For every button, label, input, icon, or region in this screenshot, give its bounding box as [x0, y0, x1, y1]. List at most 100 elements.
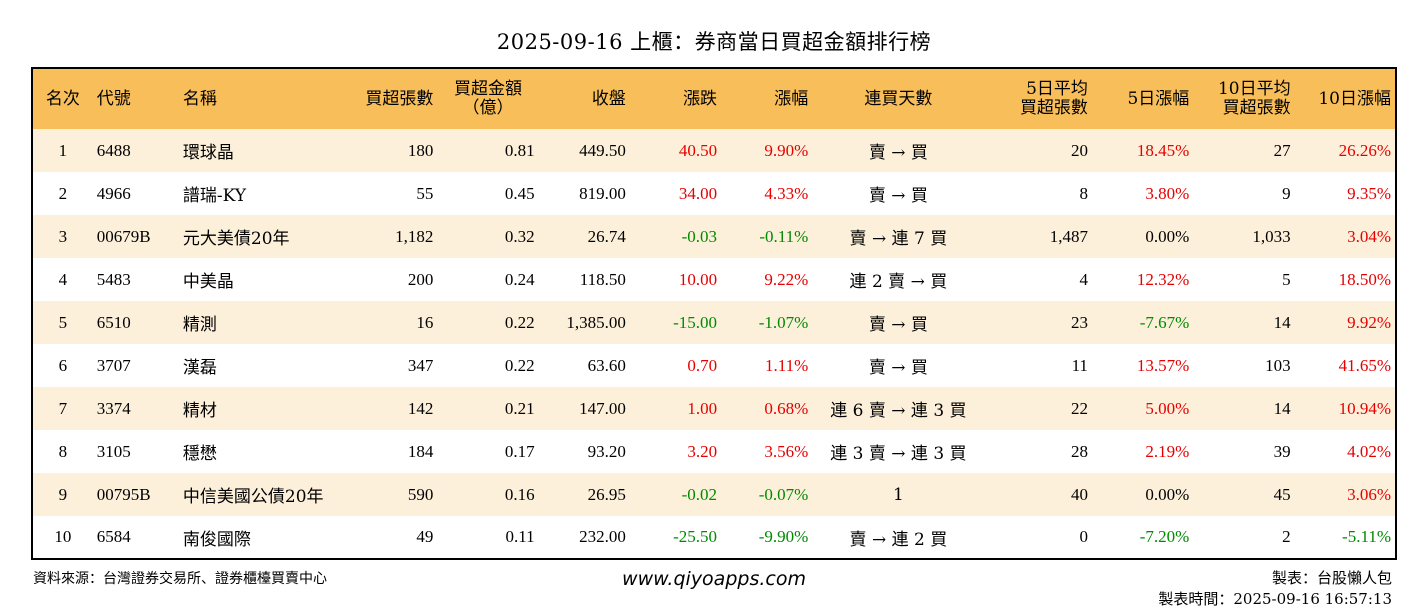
cell-close: 26.95 — [587, 484, 626, 504]
cell-pct10: 9.35% — [1347, 183, 1391, 203]
cell-buy-lots: 590 — [407, 484, 434, 504]
cell-change: -25.50 — [673, 527, 718, 546]
cell-amount: 0.22 — [504, 355, 535, 375]
table-body: 1 6488 環球晶 180 0.81 449.50 40.50 9.90% 賣 → 買 20 18… — [32, 129, 1396, 559]
header-buy-lots: 買超張數 — [365, 88, 434, 109]
cell-name: 環球晶 — [182, 143, 234, 163]
table-row: 7 3374 精材 142 0.21 147.00 1.00 0.68% 連 6 賣 → 連 3… — [32, 387, 1396, 430]
cell-streak: 賣 → 連 2 買 — [849, 529, 948, 550]
cell-pct10: 4.02% — [1347, 441, 1391, 461]
cell-buy-lots: 55 — [416, 183, 434, 203]
cell-name: 南俊國際 — [182, 529, 251, 550]
cell-avg10: 2 — [1282, 527, 1291, 546]
cell-pct: 3.56% — [764, 441, 809, 461]
cell-name: 穩懋 — [182, 444, 217, 464]
cell-avg10: 39 — [1273, 441, 1291, 461]
cell-amount: 0.11 — [505, 527, 535, 546]
cell-pct5: 13.57% — [1136, 355, 1190, 375]
cell-avg5: 28 — [1070, 441, 1088, 461]
header-avg10-line2: 買超張數 — [1222, 98, 1291, 118]
cell-avg10: 14 — [1273, 398, 1291, 418]
cell-pct: 4.33% — [764, 183, 809, 203]
cell-pct5: 0.00% — [1145, 226, 1190, 246]
data-source: 資料來源：台灣證券交易所、證券櫃檯買賣中心 — [33, 571, 327, 587]
cell-rank: 6 — [58, 355, 68, 375]
header-close: 收盤 — [591, 88, 626, 109]
cell-code: 6584 — [96, 527, 131, 546]
header-avg5-line1: 5日平均 — [1026, 79, 1088, 99]
cell-close: 118.50 — [579, 269, 626, 289]
cell-buy-lots: 142 — [407, 398, 434, 418]
table-row: 4 5483 中美晶 200 0.24 118.50 10.00 9.22% 連 2 賣 → 買… — [32, 258, 1396, 301]
cell-avg5: 23 — [1070, 312, 1088, 332]
cell-avg10: 9 — [1282, 183, 1291, 203]
cell-pct: 9.90% — [764, 140, 809, 160]
header-rank: 名次 — [45, 88, 80, 109]
cell-avg10: 45 — [1273, 484, 1291, 504]
cell-pct: -0.11% — [759, 226, 809, 246]
cell-pct10: 18.50% — [1338, 269, 1391, 289]
cell-avg5: 1,487 — [1049, 226, 1088, 246]
cell-rank: 3 — [58, 226, 68, 246]
cell-pct5: 3.80% — [1145, 183, 1190, 203]
cell-amount: 0.32 — [504, 226, 535, 246]
cell-close: 232.00 — [579, 527, 626, 546]
cell-avg5: 20 — [1070, 140, 1088, 160]
website-link[interactable]: www.qiyoapps.com — [622, 568, 806, 590]
cell-change: 34.00 — [678, 183, 718, 203]
cell-rank: 1 — [58, 140, 68, 160]
cell-avg5: 4 — [1079, 269, 1088, 289]
header-code: 代號 — [96, 88, 131, 109]
cell-code: 6488 — [96, 140, 131, 160]
cell-code: 6510 — [96, 312, 131, 332]
cell-avg10: 1,033 — [1252, 226, 1291, 246]
cell-avg10: 103 — [1265, 355, 1291, 375]
cell-rank: 9 — [58, 484, 68, 504]
header-avg10-line1: 10日平均 — [1217, 79, 1291, 99]
cell-streak: 賣 → 買 — [868, 358, 928, 378]
cell-amount: 0.16 — [504, 484, 535, 504]
cell-change: 3.20 — [687, 441, 718, 461]
cell-code: 5483 — [96, 269, 131, 289]
cell-buy-lots: 1,182 — [395, 226, 434, 246]
cell-buy-lots: 200 — [407, 269, 434, 289]
table-row: 8 3105 穩懋 184 0.17 93.20 3.20 3.56% 連 3 賣 → 連 3 … — [32, 430, 1396, 473]
cell-streak: 連 2 賣 → 買 — [849, 272, 948, 292]
cell-pct10: 26.26% — [1338, 140, 1391, 160]
cell-avg10: 14 — [1273, 312, 1291, 332]
cell-avg5: 22 — [1070, 398, 1088, 418]
cell-name: 精材 — [182, 401, 217, 421]
cell-close: 147.00 — [579, 398, 626, 418]
cell-close: 63.60 — [587, 355, 626, 375]
cell-change: 10.00 — [678, 269, 718, 289]
cell-close: 1,385.00 — [566, 312, 626, 332]
header-change: 漲跌 — [683, 88, 718, 109]
cell-buy-lots: 16 — [416, 312, 434, 332]
cell-streak: 賣 → 買 — [868, 186, 928, 206]
cell-pct10: 41.65% — [1338, 355, 1391, 375]
cell-rank: 4 — [58, 269, 68, 289]
cell-rank: 10 — [54, 527, 72, 546]
cell-buy-lots: 347 — [407, 355, 434, 375]
cell-buy-lots: 180 — [407, 140, 434, 160]
table-row: 2 4966 譜瑞-KY 55 0.45 819.00 34.00 4.33% 賣 → 買 8 3.… — [32, 172, 1396, 215]
cell-pct5: 12.32% — [1136, 269, 1190, 289]
cell-pct10: 10.94% — [1338, 398, 1391, 418]
cell-code: 4966 — [96, 183, 131, 203]
cell-rank: 2 — [58, 183, 68, 203]
cell-name: 元大美債20年 — [182, 229, 290, 249]
cell-pct5: 18.45% — [1136, 140, 1190, 160]
header-pct5: 5日漲幅 — [1127, 88, 1190, 109]
cell-streak: 賣 → 買 — [868, 143, 928, 163]
cell-streak: 連 6 賣 → 連 3 買 — [830, 401, 967, 421]
header-amount: 買超金額 （億） — [437, 68, 538, 129]
cell-change: 0.70 — [687, 355, 718, 375]
table-row: 1 6488 環球晶 180 0.81 449.50 40.50 9.90% 賣 → 買 20 18… — [32, 129, 1396, 172]
cell-change: -15.00 — [673, 312, 718, 332]
cell-pct: -1.07% — [758, 312, 809, 332]
cell-name: 中信美國公債20年 — [182, 487, 324, 507]
cell-name: 漢磊 — [182, 358, 217, 378]
author-credit: 製表：台股懶人包 — [1271, 569, 1392, 587]
header-avg5: 5日平均 買超張數 — [985, 68, 1092, 129]
table-row: 9 00795B 中信美國公債20年 590 0.16 26.95 -0.02 -0.07% 1… — [32, 473, 1396, 516]
